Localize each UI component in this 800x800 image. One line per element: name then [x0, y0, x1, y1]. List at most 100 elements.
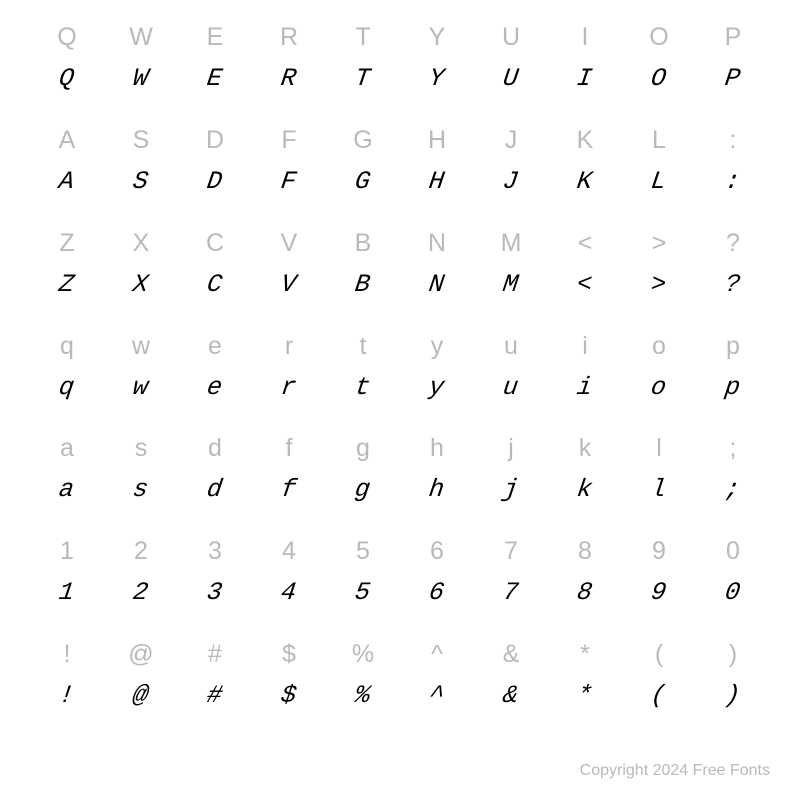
reference-glyph: T: [355, 22, 370, 52]
char-cell: ^^: [400, 637, 474, 740]
char-cell: $$: [252, 637, 326, 740]
reference-glyph: Q: [57, 22, 76, 52]
reference-glyph: 5: [356, 536, 370, 566]
reference-glyph: q: [60, 331, 74, 361]
char-cell: AA: [30, 123, 104, 226]
char-cell: 44: [252, 534, 326, 637]
sample-glyph: %: [353, 681, 372, 711]
sample-glyph: #: [205, 681, 224, 711]
sample-glyph: g: [353, 475, 372, 505]
sample-glyph: K: [575, 167, 594, 197]
reference-glyph: (: [655, 639, 663, 669]
reference-glyph: h: [430, 433, 444, 463]
char-cell: ff: [252, 431, 326, 534]
char-cell: hh: [400, 431, 474, 534]
reference-glyph: ): [729, 639, 737, 669]
char-cell: DD: [178, 123, 252, 226]
char-cell: VV: [252, 226, 326, 329]
char-cell: 00: [696, 534, 770, 637]
reference-glyph: H: [428, 125, 446, 155]
char-cell: aa: [30, 431, 104, 534]
char-cell: BB: [326, 226, 400, 329]
sample-glyph: *: [575, 681, 594, 711]
sample-glyph: (: [649, 681, 668, 711]
char-cell: 77: [474, 534, 548, 637]
char-cell: ((: [622, 637, 696, 740]
reference-glyph: 2: [134, 536, 148, 566]
char-cell: WW: [104, 20, 178, 123]
sample-glyph: o: [649, 373, 668, 403]
sample-glyph: F: [279, 167, 298, 197]
reference-glyph: *: [580, 639, 590, 669]
reference-glyph: K: [577, 125, 594, 155]
reference-glyph: X: [133, 228, 150, 258]
reference-glyph: !: [64, 639, 71, 669]
char-cell: JJ: [474, 123, 548, 226]
char-cell: 22: [104, 534, 178, 637]
reference-glyph: 4: [282, 536, 296, 566]
sample-glyph: ;: [723, 475, 742, 505]
reference-glyph: V: [281, 228, 298, 258]
reference-glyph: 9: [652, 536, 666, 566]
sample-glyph: T: [353, 64, 372, 94]
sample-glyph: B: [353, 270, 372, 300]
char-cell: YY: [400, 20, 474, 123]
char-cell: yy: [400, 329, 474, 432]
sample-glyph: 4: [279, 578, 298, 608]
sample-glyph: q: [57, 373, 76, 403]
reference-glyph: <: [578, 228, 593, 258]
char-cell: MM: [474, 226, 548, 329]
char-cell: 88: [548, 534, 622, 637]
reference-glyph: e: [208, 331, 222, 361]
sample-glyph: S: [131, 167, 150, 197]
char-cell: jj: [474, 431, 548, 534]
char-cell: 11: [30, 534, 104, 637]
char-cell: @@: [104, 637, 178, 740]
sample-glyph: :: [723, 167, 742, 197]
sample-glyph: $: [279, 681, 298, 711]
reference-glyph: U: [502, 22, 520, 52]
reference-glyph: Y: [429, 22, 446, 52]
sample-glyph: j: [501, 475, 520, 505]
char-cell: GG: [326, 123, 400, 226]
reference-glyph: y: [431, 331, 444, 361]
sample-glyph: 3: [205, 578, 224, 608]
char-cell: ??: [696, 226, 770, 329]
char-cell: 66: [400, 534, 474, 637]
reference-glyph: S: [133, 125, 150, 155]
reference-glyph: 3: [208, 536, 222, 566]
char-cell: qq: [30, 329, 104, 432]
sample-glyph: y: [427, 373, 446, 403]
sample-glyph: w: [131, 373, 150, 403]
sample-glyph: D: [205, 167, 224, 197]
sample-glyph: 5: [353, 578, 372, 608]
sample-glyph: H: [427, 167, 446, 197]
sample-glyph: 2: [131, 578, 150, 608]
reference-glyph: p: [726, 331, 740, 361]
reference-glyph: 7: [504, 536, 518, 566]
sample-glyph: G: [353, 167, 372, 197]
char-cell: uu: [474, 329, 548, 432]
reference-glyph: #: [208, 639, 222, 669]
char-cell: UU: [474, 20, 548, 123]
reference-glyph: d: [208, 433, 222, 463]
char-cell: II: [548, 20, 622, 123]
sample-glyph: f: [279, 475, 298, 505]
char-cell: >>: [622, 226, 696, 329]
reference-glyph: &: [503, 639, 520, 669]
reference-glyph: w: [132, 331, 150, 361]
char-cell: LL: [622, 123, 696, 226]
char-cell: OO: [622, 20, 696, 123]
reference-glyph: u: [504, 331, 518, 361]
reference-glyph: s: [135, 433, 148, 463]
reference-glyph: ^: [431, 639, 443, 669]
sample-glyph: d: [205, 475, 224, 505]
reference-glyph: >: [652, 228, 667, 258]
reference-glyph: Z: [59, 228, 74, 258]
reference-glyph: i: [582, 331, 588, 361]
sample-glyph: 7: [501, 578, 520, 608]
char-cell: 55: [326, 534, 400, 637]
reference-glyph: k: [579, 433, 592, 463]
char-cell: ww: [104, 329, 178, 432]
reference-glyph: %: [352, 639, 374, 669]
